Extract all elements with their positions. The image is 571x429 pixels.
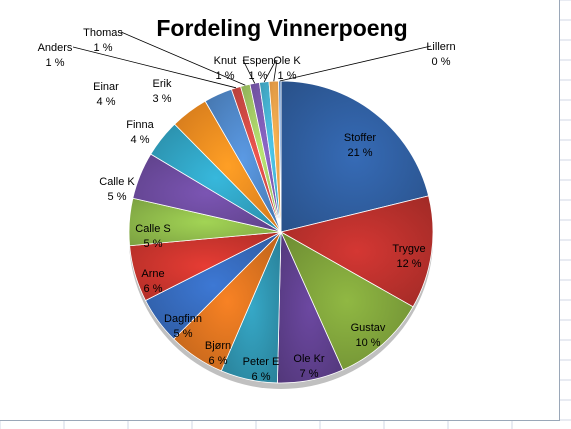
leader-line-espen — [263, 59, 277, 83]
chart-title: Fordeling Vinnerpoeng — [156, 15, 407, 41]
data-label-dagfinn: Dagfinn 5 % — [164, 313, 202, 340]
data-label-ole-kr: Ole Kr 7 % — [293, 353, 325, 380]
data-label-bj-rn: Bjørn 6 % — [205, 340, 231, 367]
data-label-arne: Arne 6 % — [141, 268, 164, 295]
data-label-trygve: Trygve 12 % — [392, 243, 425, 270]
data-label-espen: Espen 1 % — [242, 55, 273, 82]
data-label-einar: Einar 4 % — [93, 81, 119, 108]
data-label-anders: Anders 1 % — [38, 42, 73, 69]
leader-line-anders — [72, 46, 237, 89]
pie-slice-stoffer[interactable] — [280, 80, 430, 233]
pie-slices — [128, 80, 434, 389]
data-label-erik: Erik 3 % — [153, 78, 172, 105]
data-label-finna: Finna 4 % — [126, 119, 154, 146]
leader-line-thomas — [120, 31, 246, 86]
leader-line-ole-k — [273, 59, 278, 82]
data-labels: Stoffer 21 % Trygve 12 % Gustav 10 % Ole Kr 7 %… — [38, 27, 456, 383]
leader-line-lillern — [279, 45, 432, 82]
data-label-gustav: Gustav 10 % — [351, 322, 386, 349]
pie-chart: Fordeling Vinnerpoeng Stoffer 21 % Trygve 1… — [38, 15, 456, 389]
data-label-thomas: Thomas 1 % — [83, 27, 123, 54]
pie-slice-gustav[interactable] — [280, 231, 414, 371]
chart-area[interactable]: Fordeling Vinnerpoeng Stoffer 21 % Trygve 1… — [0, 0, 560, 421]
leader-lines — [72, 31, 432, 89]
data-label-stoffer: Stoffer 21 % — [344, 132, 377, 159]
data-label-lillern: Lillern 0 % — [426, 41, 455, 68]
leader-line-knut — [242, 59, 256, 84]
data-label-knut: Knut 1 % — [214, 55, 237, 82]
pie-slice-trygve[interactable] — [279, 195, 434, 308]
